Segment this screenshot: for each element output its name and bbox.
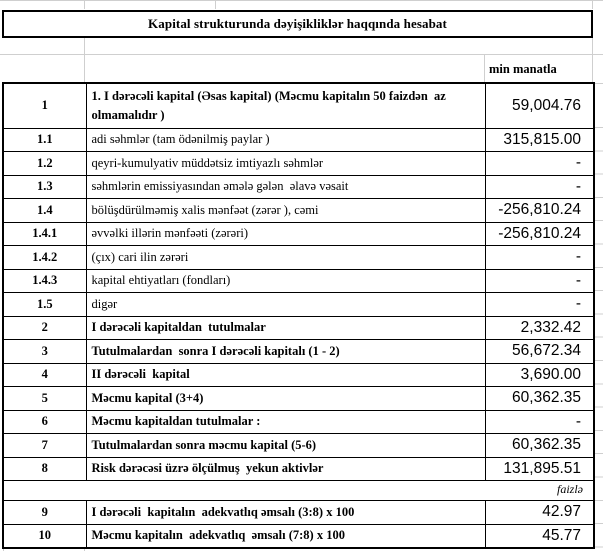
row-label-cell[interactable]: Məcmu kapitalın adekvatlıq əmsalı (7:8) …	[85, 523, 486, 548]
report-title: Kapital strukturunda dəyişikliklər haqqı…	[2, 10, 593, 38]
row-number-cell[interactable]: 6	[2, 409, 87, 434]
unit-note-thousand-manat: min manatla	[489, 62, 557, 76]
table-row: 4 II dərəcəli kapital 3,690.00	[2, 362, 595, 387]
row-value-cell[interactable]: 315,815.00	[484, 127, 595, 152]
table-row: faizlə	[2, 480, 595, 501]
capital-structure-table: 1 1. I dərəcəli kapital (Əsas kapital) (M…	[2, 82, 595, 549]
row-value-cell[interactable]: 60,362.35	[484, 433, 595, 458]
row-number-cell[interactable]: 8	[2, 456, 87, 481]
table-row: 1.2 qeyri-kumulyativ müddətsiz imtiyazlı …	[2, 151, 595, 176]
table-row: 1.5 digər -	[2, 292, 595, 317]
row-value-cell[interactable]: -256,810.24	[484, 198, 595, 223]
row-value-cell[interactable]: -	[484, 409, 595, 434]
row-number-cell[interactable]: 1.2	[2, 151, 87, 176]
gridline	[84, 0, 85, 9]
row-label-cell[interactable]: adi səhmlər (tam ödənilmiş paylar )	[85, 127, 486, 152]
table-row: 1.3 səhmlərin emissiyasından əmələ gələn …	[2, 174, 595, 199]
gridline	[0, 54, 603, 55]
row-label-cell[interactable]: digər	[85, 292, 486, 317]
row-value-cell[interactable]: 60,362.35	[484, 386, 595, 411]
row-value-cell[interactable]: -	[484, 245, 595, 270]
row-number-cell[interactable]: 7	[2, 433, 87, 458]
gridline	[0, 0, 603, 1]
table-row: 5 Məcmu kapital (3+4) 60,362.35	[2, 386, 595, 411]
gridline-strip	[593, 127, 603, 548]
row-value-cell[interactable]: -	[484, 174, 595, 199]
row-number-cell[interactable]: 10	[2, 523, 87, 548]
row-number-cell[interactable]: 1.4.3	[2, 268, 87, 293]
row-number-cell[interactable]: 1.4	[2, 198, 87, 223]
row-label-cell[interactable]: əvvəlki illərin mənfəəti (zərəri)	[85, 221, 486, 246]
row-label-cell[interactable]: qeyri-kumulyativ müddətsiz imtiyazlı səh…	[85, 151, 486, 176]
row-value-cell[interactable]: 3,690.00	[484, 362, 595, 387]
table-row: 1.4 bölüşdürülməmiş xalis mənfəət (zərər …	[2, 198, 595, 223]
row-label-cell[interactable]: I dərəcəli kapitalın adekvatlıq əmsalı (…	[85, 500, 486, 525]
table-row: 1.4.1 əvvəlki illərin mənfəəti (zərəri) -2…	[2, 221, 595, 246]
table-row: 10 Məcmu kapitalın adekvatlıq əmsalı (7:8…	[2, 523, 595, 548]
row-label-cell[interactable]: səhmlərin emissiyasından əmələ gələn əla…	[85, 174, 486, 199]
row-value-cell[interactable]: -	[484, 151, 595, 176]
row-number-cell[interactable]: 1	[2, 82, 87, 129]
row-label-cell[interactable]: Tutulmalardan sonra məcmu kapital (5-6)	[85, 433, 486, 458]
table-row: 1.4.2 (çıx) cari ilin zərəri -	[2, 245, 595, 270]
gridline	[593, 83, 603, 84]
report-title-text: Kapital strukturunda dəyişikliklər haqqı…	[148, 16, 447, 31]
table-row: 1.4.3 kapital ehtiyatları (fondları) -	[2, 268, 595, 293]
table-row: 1 1. I dərəcəli kapital (Əsas kapital) (M…	[2, 82, 595, 129]
row-label-cell[interactable]: Məcmu kapitaldan tutulmalar :	[85, 409, 486, 434]
row-label-cell[interactable]: (çıx) cari ilin zərəri	[85, 245, 486, 270]
row-number-cell[interactable]: 1.3	[2, 174, 87, 199]
table-row: 8 Risk dərəcəsi üzrə ölçülmuş yekun aktiv…	[2, 456, 595, 481]
row-value-cell[interactable]: 45.77	[484, 523, 595, 548]
row-number-cell[interactable]: 1.1	[2, 127, 87, 152]
row-number-cell[interactable]: 1.4.2	[2, 245, 87, 270]
capital-table-body: 1 1. I dərəcəli kapital (Əsas kapital) (M…	[2, 82, 595, 548]
row-label-cell[interactable]: Risk dərəcəsi üzrə ölçülmuş yekun aktivl…	[85, 456, 486, 481]
table-row: 1.1 adi səhmlər (tam ödənilmiş paylar ) 31…	[2, 127, 595, 152]
row-number-cell[interactable]: 1.5	[2, 292, 87, 317]
percent-note-cell: faizlə	[2, 480, 595, 501]
gridline	[84, 38, 85, 82]
row-value-cell[interactable]: 131,895.51	[484, 456, 595, 481]
row-value-cell[interactable]: 59,004.76	[484, 82, 595, 129]
row-label-cell[interactable]: II dərəcəli kapital	[85, 362, 486, 387]
row-value-cell[interactable]: 2,332.42	[484, 315, 595, 340]
row-number-cell[interactable]: 5	[2, 386, 87, 411]
row-value-cell[interactable]: 56,672.34	[484, 339, 595, 364]
row-label-cell[interactable]: 1. I dərəcəli kapital (Əsas kapital) (Mə…	[85, 82, 486, 129]
table-row: 3 Tutulmalardan sonra I dərəcəli kapitalı…	[2, 339, 595, 364]
row-value-cell[interactable]: -	[484, 292, 595, 317]
gridline	[484, 54, 485, 82]
gridline	[3, 547, 4, 551]
row-number-cell[interactable]: 1.4.1	[2, 221, 87, 246]
row-value-cell[interactable]: -	[484, 268, 595, 293]
row-number-cell[interactable]: 9	[2, 500, 87, 525]
gridline	[84, 547, 85, 551]
gridline	[215, 0, 216, 9]
row-number-cell[interactable]: 2	[2, 315, 87, 340]
row-value-cell[interactable]: -256,810.24	[484, 221, 595, 246]
row-label-cell[interactable]: I dərəcəli kapitaldan tutulmalar	[85, 315, 486, 340]
table-row: 6 Məcmu kapitaldan tutulmalar :-	[2, 409, 595, 434]
gridline	[592, 38, 593, 82]
row-label-cell[interactable]: kapital ehtiyatları (fondları)	[85, 268, 486, 293]
row-label-cell[interactable]: Tutulmalardan sonra I dərəcəli kapitalı …	[85, 339, 486, 364]
row-value-cell[interactable]: 42.97	[484, 500, 595, 525]
row-number-cell[interactable]: 3	[2, 339, 87, 364]
table-row: 7 Tutulmalardan sonra məcmu kapital (5-6)…	[2, 433, 595, 458]
row-label-cell[interactable]: Məcmu kapital (3+4)	[85, 386, 486, 411]
row-label-cell[interactable]: bölüşdürülməmiş xalis mənfəət (zərər ), …	[85, 198, 486, 223]
gridline	[592, 0, 593, 9]
row-number-cell[interactable]: 4	[2, 362, 87, 387]
